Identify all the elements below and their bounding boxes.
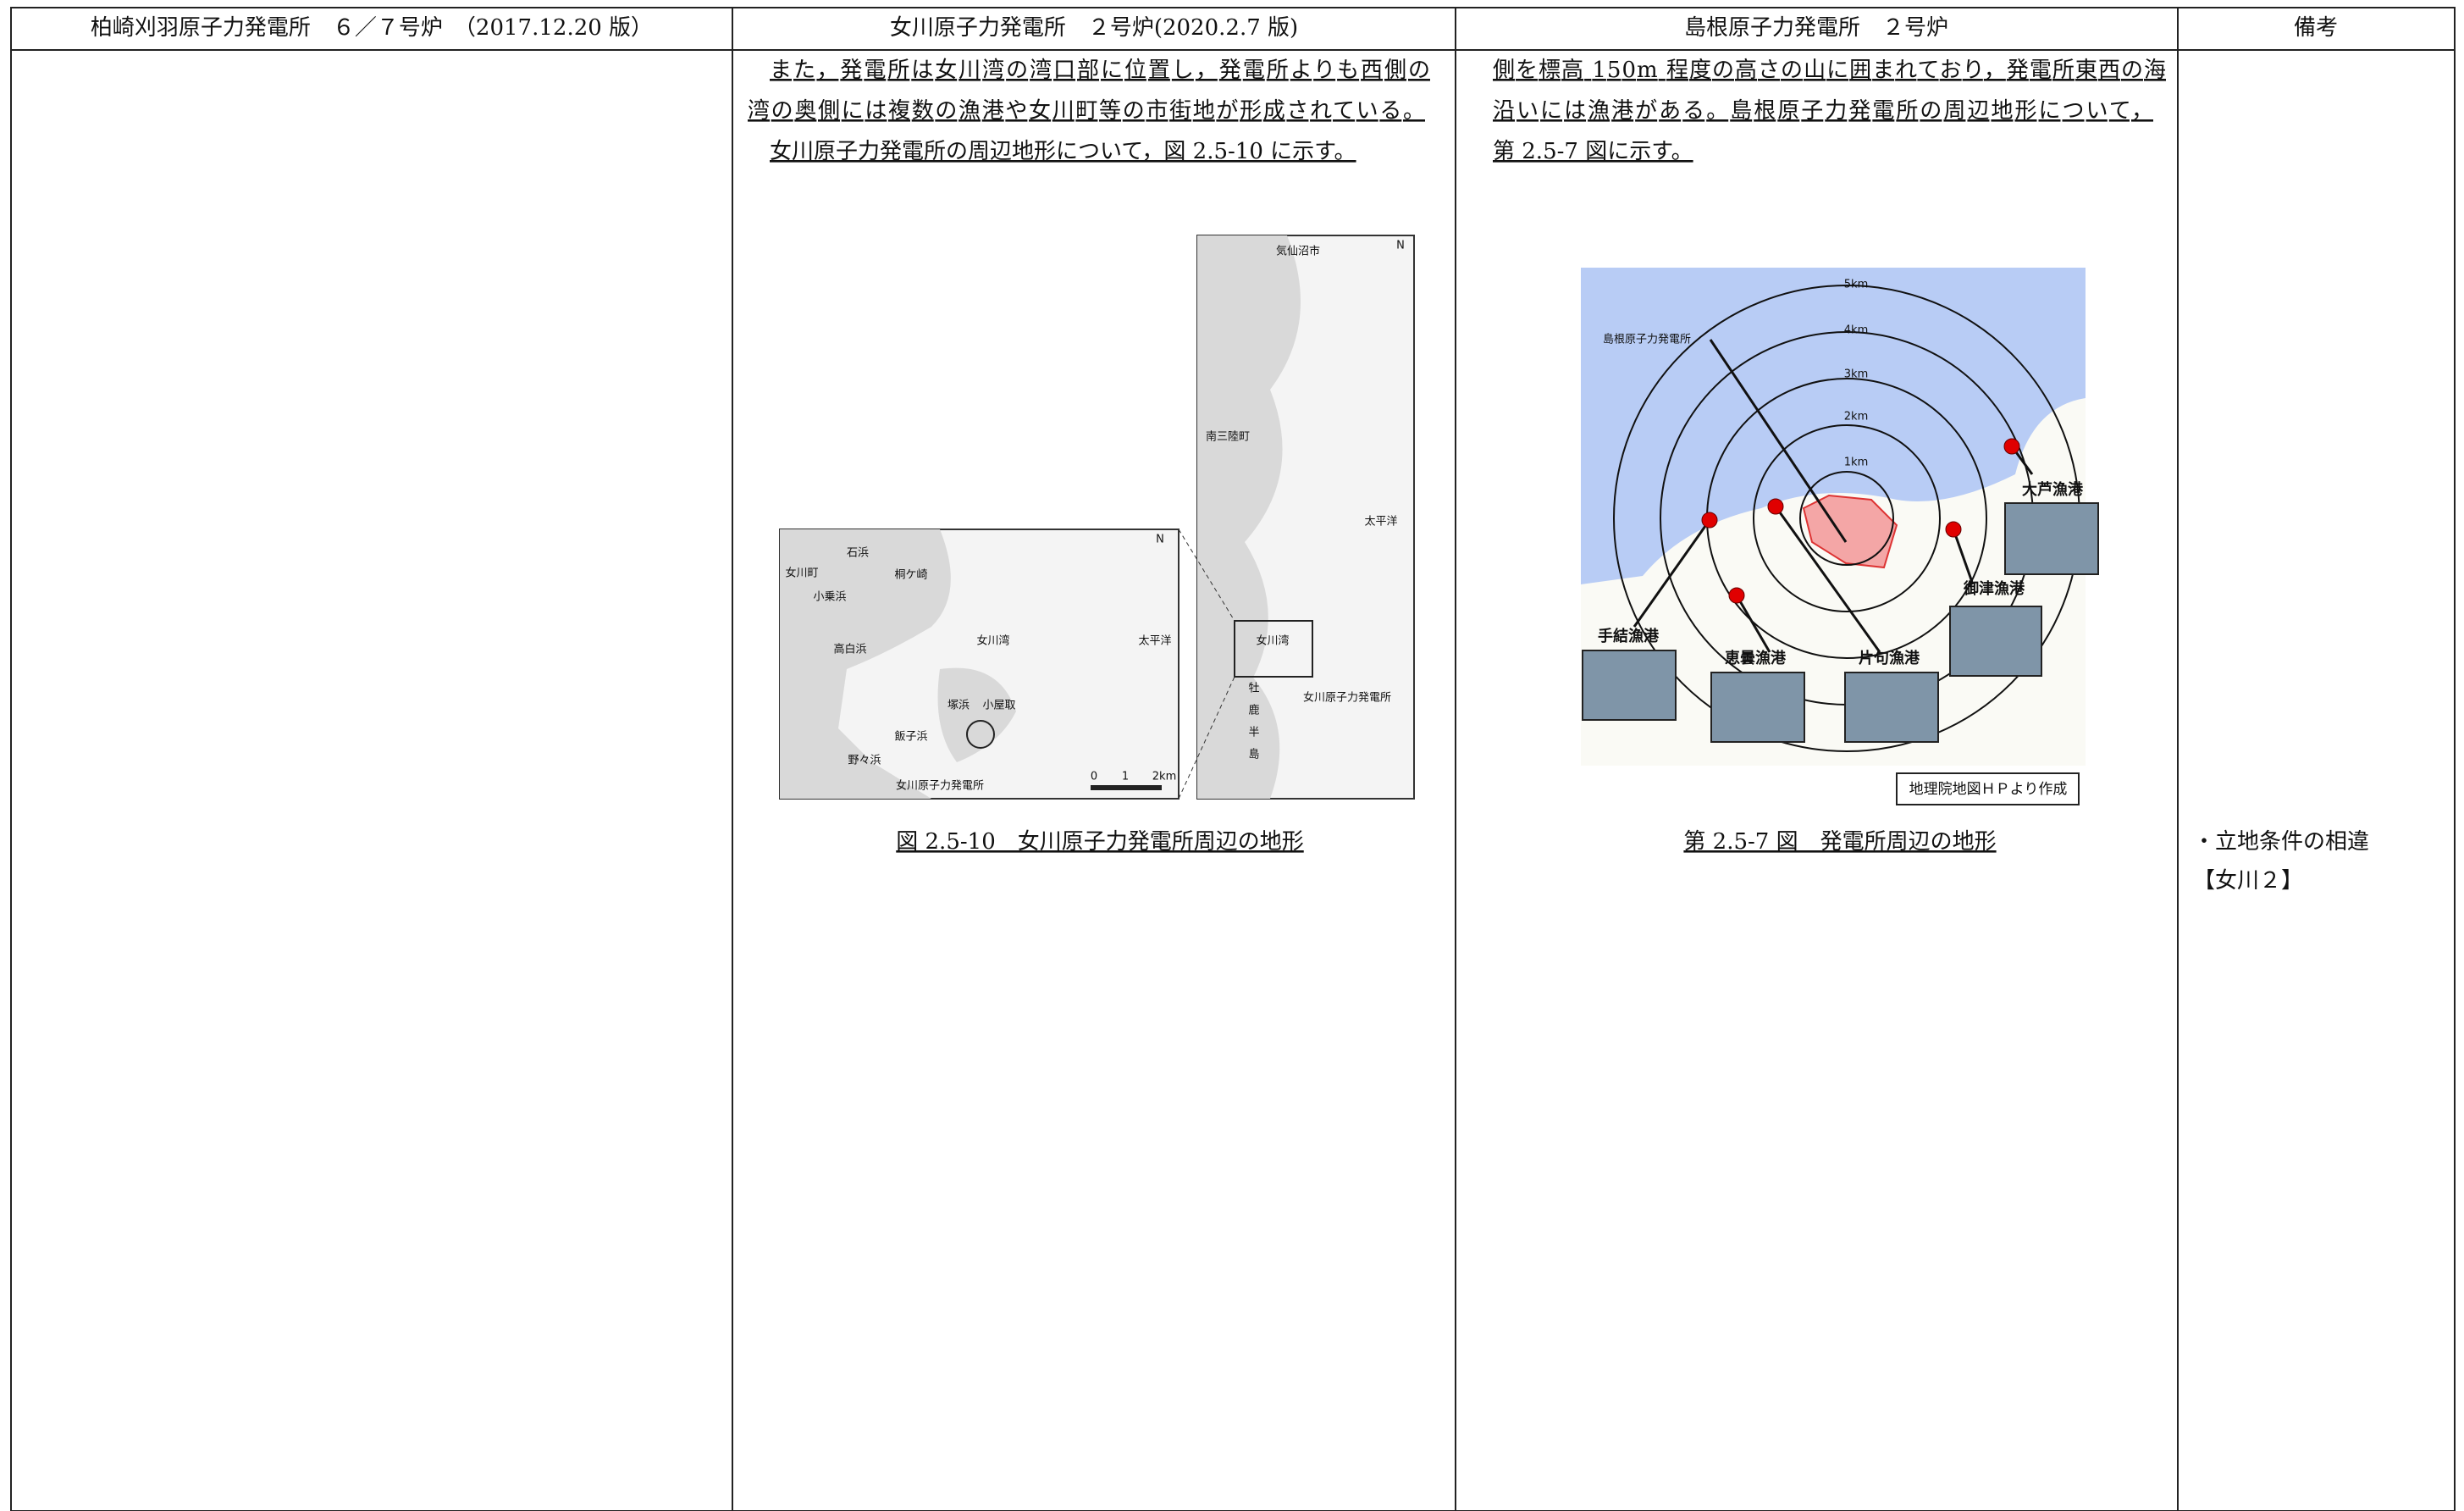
inset-leader <box>1178 529 1235 622</box>
header-cell: 柏崎刈羽原子力発電所 ６／７号炉 （2017.12.20 版） <box>91 15 653 41</box>
paragraph-line: また，発電所は女川湾の湾口部に位置し，発電所よりも西側の <box>770 58 1430 83</box>
map-label: 1 <box>1122 771 1129 783</box>
leader <box>1709 339 1848 543</box>
paragraph-line: 沿いには漁港がある。島根原子力発電所の周辺地形について， <box>1493 98 2153 124</box>
map-label: 桐ケ崎 <box>894 569 927 582</box>
map-label: 島 <box>1248 749 1259 761</box>
map-label: 女川原子力発電所 <box>1303 691 1391 705</box>
map-label: 小屋取 <box>982 700 1015 712</box>
land <box>1197 235 1301 799</box>
map-label: 飯子浜 <box>894 731 927 744</box>
harbor-marker <box>2003 438 2020 455</box>
map-label: 半 <box>1248 727 1259 739</box>
table-border <box>10 7 2456 1511</box>
harbor-label: 手結漁港 <box>1598 627 1660 645</box>
harbor-marker <box>1701 512 1718 529</box>
paragraph-line: 女川原子力発電所の周辺地形について，図 2.5-10 に示す。 <box>770 139 1356 164</box>
harbor-marker <box>1945 521 1962 538</box>
leader <box>1952 529 1975 585</box>
ring-label: 5km <box>1844 279 1868 291</box>
map-label: 2km <box>1152 771 1176 783</box>
map-label: 石浜 <box>847 547 869 560</box>
harbor-label: 片句漁港 <box>1859 649 1920 667</box>
leader <box>1633 519 1711 628</box>
map-label: 0 <box>1091 771 1097 783</box>
paragraph-line: 側を標高 150m 程度の高さの山に囲まれており，発電所東西の海 <box>1493 58 2166 83</box>
map-label: 塚浜 <box>947 700 970 712</box>
photo <box>1582 650 1677 721</box>
figure-caption: 第 2.5-7 図 発電所周辺の地形 <box>1683 829 1996 855</box>
ring <box>1753 424 1941 612</box>
header-cell: 備考 <box>2294 15 2338 41</box>
header-cell: 女川原子力発電所 ２号炉(2020.2.7 版) <box>890 15 1298 41</box>
ring-label: 3km <box>1844 368 1868 381</box>
plant-marker <box>966 720 995 749</box>
map-label: N <box>1156 534 1164 546</box>
map-label: 太平洋 <box>1138 635 1171 648</box>
figure-caption: 図 2.5-10 女川原子力発電所周辺の地形 <box>896 829 1303 855</box>
map-label: 野々浜 <box>848 755 881 767</box>
map-label: 鹿 <box>1248 704 1259 717</box>
map-label: 女川原子力発電所 <box>896 779 984 793</box>
header-cell: 島根原子力発電所 ２号炉 <box>1684 15 1948 41</box>
photo <box>1710 672 1805 743</box>
land <box>780 529 1016 799</box>
harbor-label: 大芦漁港 <box>2022 480 2084 499</box>
map-label: 南三陸町 <box>1206 430 1250 444</box>
harbor-label: 恵曇漁港 <box>1725 649 1787 667</box>
ring <box>1799 471 1894 566</box>
ring-label: 1km <box>1844 457 1868 469</box>
map-label: 高白浜 <box>833 643 866 656</box>
map-label: 牡 <box>1248 683 1259 695</box>
map-label: 女川湾 <box>1256 634 1289 648</box>
map-label: N <box>1396 240 1405 252</box>
inset-box <box>1234 620 1313 678</box>
harbor-marker <box>1767 498 1784 515</box>
map-label: 太平洋 <box>1364 516 1397 529</box>
photo <box>2004 502 2099 575</box>
paragraph-line: 湾の奥側には複数の漁港や女川町等の市街地が形成されている。 <box>748 98 1425 124</box>
remark: ・立地条件の相違 <box>2193 829 2369 855</box>
harbor-label: 御津漁港 <box>1963 579 2025 598</box>
map-label: 小乗浜 <box>813 591 846 604</box>
map-label: 島根原子力発電所 <box>1603 334 1691 346</box>
photo <box>1949 606 2042 677</box>
harbor-marker <box>1728 587 1745 604</box>
ring-label: 4km <box>1844 324 1868 337</box>
source-note: 地理院地図ＨＰより作成 <box>1909 781 2068 798</box>
ring-label: 2km <box>1844 411 1868 423</box>
map-label: 気仙沼市 <box>1276 245 1320 258</box>
paragraph-line: 第 2.5-7 図に示す。 <box>1493 139 1693 164</box>
photo <box>1844 672 1939 743</box>
leader <box>1774 506 1881 653</box>
remark: 【女川２】 <box>2193 868 2303 894</box>
map-label: 女川湾 <box>976 634 1009 648</box>
map-label: 女川町 <box>785 567 818 580</box>
leader <box>1735 595 1771 653</box>
source-box <box>1896 772 2080 805</box>
